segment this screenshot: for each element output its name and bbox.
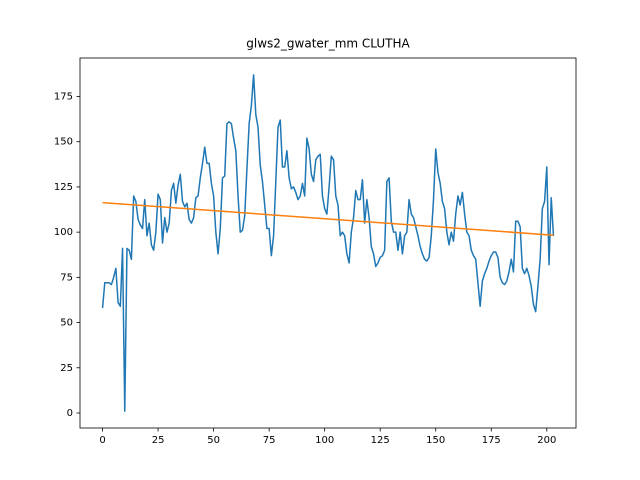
x-tick-label: 150 — [426, 435, 445, 446]
y-tick-label: 50 — [60, 318, 73, 329]
chart-title: glws2_gwater_mm CLUTHA — [246, 37, 410, 51]
series-line — [102, 201, 554, 236]
y-tick-label: 100 — [54, 227, 73, 238]
series-line — [101, 74, 555, 412]
y-tick-label: 0 — [67, 408, 73, 419]
plot-frame — [79, 57, 577, 429]
x-tick-label: 75 — [263, 435, 276, 446]
y-tick-label: 175 — [54, 92, 73, 103]
x-tick-label: 175 — [482, 435, 501, 446]
x-tick-label: 100 — [315, 435, 334, 446]
x-tick-label: 0 — [99, 435, 105, 446]
x-tick-label: 25 — [152, 435, 165, 446]
y-tick-label: 75 — [60, 272, 73, 283]
y-tick-label: 25 — [60, 363, 73, 374]
x-tick-label: 125 — [371, 435, 390, 446]
y-tick-label: 150 — [54, 137, 73, 148]
x-tick-label: 200 — [537, 435, 556, 446]
y-tick-label: 125 — [54, 182, 73, 193]
x-tick-label: 50 — [207, 435, 220, 446]
